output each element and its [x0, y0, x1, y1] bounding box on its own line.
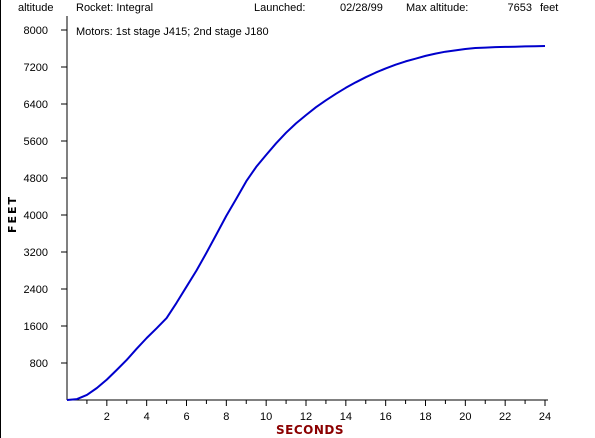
- chart-mode-label: altitude: [18, 2, 53, 14]
- y-tick-label: 3200: [24, 247, 48, 259]
- x-tick-label: 12: [300, 411, 312, 423]
- y-axis-title: FEET: [6, 195, 19, 233]
- x-axis-ticks: 2 4 6 8 10 12 14 16 18 20 22 24: [86, 400, 551, 423]
- x-tick-label: 14: [340, 411, 352, 423]
- rocket-name: Rocket: Integral: [76, 2, 153, 14]
- max-altitude-label: Max altitude:: [406, 2, 468, 14]
- motors-info: Motors: 1st stage J415; 2nd stage J180: [76, 26, 269, 38]
- max-altitude-unit: feet: [540, 2, 558, 14]
- y-tick-label: 2400: [24, 284, 48, 296]
- x-tick-label: 16: [380, 411, 392, 423]
- altitude-series-line: [66, 45, 546, 401]
- launched-label: Launched:: [254, 2, 305, 14]
- y-tick-label: 1600: [24, 321, 48, 333]
- x-axis-title: SECONDS: [276, 423, 344, 437]
- x-tick-label: 6: [183, 411, 189, 423]
- y-tick-label: 800: [30, 358, 48, 370]
- y-tick-label: 5600: [24, 136, 48, 148]
- x-tick-label: 24: [539, 411, 551, 423]
- x-tick-label: 10: [260, 411, 272, 423]
- x-tick-label: 4: [144, 411, 150, 423]
- y-tick-label: 7200: [24, 62, 48, 74]
- max-altitude-value: 7653: [508, 2, 532, 14]
- launch-date: 02/28/99: [340, 2, 383, 14]
- y-tick-label: 4800: [24, 173, 48, 185]
- x-tick-label: 8: [223, 411, 229, 423]
- y-tick-label: 8000: [24, 25, 48, 37]
- x-tick-label: 2: [104, 411, 110, 423]
- y-axis-ticks: 800 1600 2400 3200 4000 4800 5600 6400 7200 8000: [24, 25, 67, 370]
- x-tick-label: 20: [459, 411, 471, 423]
- y-tick-label: 4000: [24, 210, 48, 222]
- x-tick-label: 18: [419, 411, 431, 423]
- x-tick-label: 22: [499, 411, 511, 423]
- y-tick-label: 6400: [24, 99, 48, 111]
